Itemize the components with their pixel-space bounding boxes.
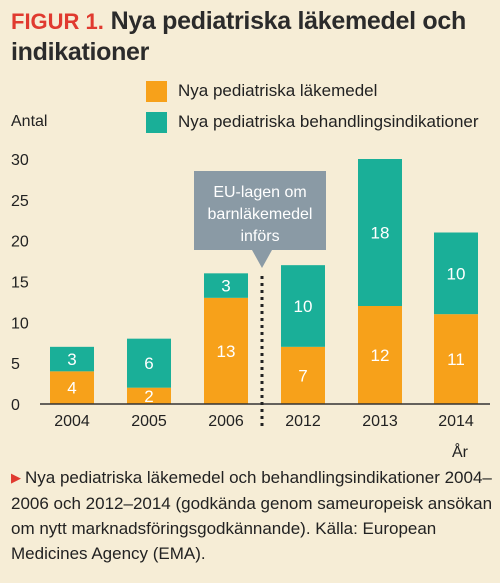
- x-tick-label-2005: 2005: [131, 413, 167, 430]
- bar-indications-2014: [434, 232, 478, 315]
- data-label-indications-2014: 10: [447, 264, 466, 283]
- x-tick-label-2004: 2004: [54, 413, 90, 430]
- x-tick-label-2013: 2013: [362, 413, 398, 430]
- y-tick-labels: 0 5 10 15 20 25 30: [11, 152, 29, 414]
- y-tick-label: 5: [11, 356, 20, 373]
- callout-box: [194, 171, 326, 268]
- data-label-indications-2013: 18: [371, 224, 390, 243]
- y-tick-label: 25: [11, 193, 29, 210]
- data-label-drugs-2012: 7: [298, 366, 307, 385]
- figure-title-text: Nya pediatriska läkemedel och indikation…: [11, 7, 466, 66]
- bars: [50, 159, 478, 404]
- caption-triangle-icon: ▶: [11, 470, 21, 485]
- bar-drugs-2014: [434, 314, 478, 404]
- y-tick-label: 20: [11, 234, 29, 251]
- data-labels: 4 3 2 6 13 3 7 10 12 18 11 10: [67, 224, 465, 406]
- callout-line-1: EU-lagen om: [213, 184, 306, 201]
- y-tick-label: 30: [11, 152, 29, 169]
- y-tick-label: 15: [11, 275, 29, 292]
- bar-drugs-2013: [358, 306, 402, 404]
- x-axis-label: År: [452, 444, 468, 461]
- callout-line-2: barnläkemedel: [208, 206, 313, 223]
- bar-drugs-2012: [281, 346, 325, 404]
- data-label-indications-2005: 6: [144, 354, 153, 373]
- bar-indications-2004: [50, 346, 94, 372]
- legend-label-indications: Nya pediatriska behandlingsindikationer: [178, 112, 479, 131]
- bar-drugs-2005: [127, 387, 171, 404]
- data-label-drugs-2013: 12: [371, 346, 390, 365]
- data-label-indications-2006: 3: [221, 277, 230, 296]
- legend-label-drugs: Nya pediatriska läkemedel: [178, 81, 378, 100]
- bar-drugs-2006: [204, 297, 248, 404]
- caption-text: Nya pediatriska läkemedel och behandling…: [11, 468, 493, 563]
- figure-caption: ▶ Nya pediatriska läkemedel och behandlin…: [11, 465, 496, 566]
- bar-indications-2006: [204, 273, 248, 298]
- x-tick-label-2012: 2012: [285, 413, 321, 430]
- data-label-indications-2004: 3: [67, 350, 76, 369]
- y-tick-label: 10: [11, 315, 29, 332]
- data-label-drugs-2006: 13: [217, 342, 236, 361]
- bar-indications-2005: [127, 338, 171, 388]
- figure-label: FIGUR 1.: [11, 9, 104, 34]
- legend-swatch-indications: [146, 111, 167, 133]
- y-axis-label: Antal: [11, 113, 48, 130]
- x-tick-labels: 2004 2005 2006 2012 2013 2014: [54, 413, 474, 430]
- callout: EU-lagen om barnläkemedel införs: [194, 171, 326, 268]
- legend-item-indications: Nya pediatriska behandlingsindikationer: [146, 111, 479, 133]
- data-label-drugs-2014: 11: [447, 350, 465, 369]
- data-label-drugs-2004: 4: [67, 379, 76, 398]
- bar-indications-2012: [281, 265, 325, 347]
- data-label-indications-2012: 10: [294, 297, 313, 316]
- bar-drugs-2004: [50, 371, 94, 404]
- bar-indications-2013: [358, 159, 402, 306]
- x-tick-label-2006: 2006: [208, 413, 244, 430]
- stacked-bar-chart: 0 5 10 15 20 25 30 4 3 2 6 13 3 7 10 12 18 11 10 2004 2005…: [11, 152, 490, 430]
- callout-line-3: införs: [240, 228, 279, 245]
- legend-swatch-drugs: [146, 80, 167, 102]
- figure-title: FIGUR 1. Nya pediatriska läkemedel och i…: [11, 6, 491, 67]
- data-label-drugs-2005: 2: [144, 387, 153, 406]
- x-tick-label-2014: 2014: [438, 413, 474, 430]
- y-tick-label: 0: [11, 397, 20, 414]
- legend: Nya pediatriska läkemedel Nya pediatrisk…: [146, 80, 479, 142]
- legend-item-drugs: Nya pediatriska läkemedel: [146, 80, 479, 102]
